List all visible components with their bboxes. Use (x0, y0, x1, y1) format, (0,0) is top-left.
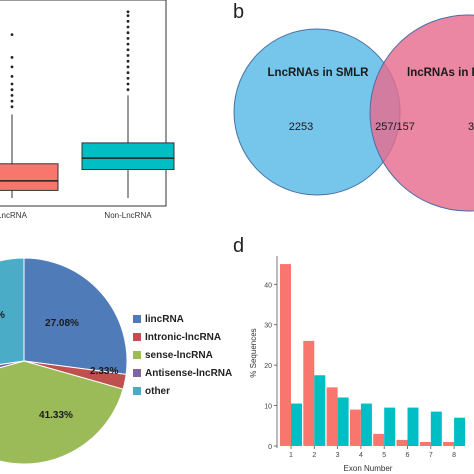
boxplot-outlier (127, 77, 130, 80)
boxplot-outlier (127, 14, 130, 17)
venn-label-right: lncRNAs in F (407, 67, 474, 79)
pie-legend-swatch (133, 315, 141, 323)
pie-legend: lincRNA Intronic-lncRNA sense-lncRNA Antise… (133, 314, 232, 397)
bar-y-tick-label: 30 (264, 323, 272, 330)
boxplot-box (82, 143, 174, 170)
boxplot-x-tick-label: Non-LncRNA (104, 211, 152, 220)
boxplot-outlier (127, 71, 130, 74)
boxplot-outlier (127, 20, 130, 23)
bar-y-tick-label: 40 (264, 282, 272, 289)
panel-a-boxplot: LncRNA Non-LncRNA (0, 0, 174, 220)
pie-legend-swatch (133, 351, 141, 359)
bar-x-tick-label: 8 (452, 452, 456, 459)
venn-set-right (370, 15, 474, 211)
bar (454, 418, 465, 446)
boxplot-outlier (11, 88, 14, 91)
bar-x-tick-label: 1 (289, 452, 293, 459)
bar-y-tick-label: 0 (268, 444, 272, 451)
pie-slice-label: 27.08% (45, 318, 79, 329)
pie-slice-label: 41.33% (39, 410, 73, 421)
bar-x-tick-label: 5 (382, 452, 386, 459)
boxplot-outlier (11, 33, 14, 36)
boxplot-outlier (127, 10, 130, 13)
boxplot-outlier (127, 48, 130, 51)
bar (303, 341, 314, 446)
pie-slice-label: 2.33% (90, 366, 118, 377)
bar-y-axis-label: % Sequences (249, 328, 258, 377)
boxplot-outlier (127, 37, 130, 40)
pie-legend-label: other (145, 386, 170, 397)
bar (350, 410, 361, 446)
panel-b-venn: b LncRNAs in SMLR 2253 lncRNAs in F 257/… (233, 1, 474, 211)
bar (361, 404, 372, 446)
bar (431, 412, 442, 446)
bar-x-axis-label: Exon Number (344, 464, 393, 473)
pie-legend-swatch (133, 369, 141, 377)
bar-y-tick-label: 20 (264, 363, 272, 370)
boxplot-outlier (127, 60, 130, 63)
boxplot-outlier (127, 31, 130, 34)
bar-marks: 0 10 20 30 40 1 2 3 4 5 6 7 8 (264, 256, 465, 459)
panel-letter-b: b (233, 1, 244, 23)
pie-legend-swatch (133, 387, 141, 395)
panel-d-bar: d 0 10 20 30 40 1 2 3 4 5 6 7 8 Exon Number % Sequen… (233, 235, 465, 473)
venn-count-smlr: 2253 (289, 121, 313, 133)
pie-slice (24, 258, 127, 374)
boxplot-outlier (127, 83, 130, 86)
boxplot-outlier (11, 100, 14, 103)
boxplot-outlier (127, 26, 130, 29)
bar (291, 404, 302, 446)
bar (408, 408, 419, 446)
bar (397, 440, 408, 446)
pie-legend-label: sense-lncRNA (145, 350, 213, 361)
boxplot-outlier (11, 75, 14, 78)
pie-slice-label: % (0, 310, 5, 321)
bar (443, 442, 454, 446)
venn-intersection-count: 257/157 (375, 121, 415, 133)
pie-legend-label: Antisense-lncRNA (145, 368, 232, 379)
venn-count-right: 3 (468, 121, 474, 133)
bar-x-tick-label: 4 (359, 452, 363, 459)
bar (420, 442, 431, 446)
pie-marks: 27.08% 2.33% 41.33%% (0, 258, 127, 464)
bar (338, 397, 349, 446)
boxplot-outlier (11, 105, 14, 108)
boxplot-box (0, 164, 58, 191)
bar (373, 434, 384, 446)
panel-c-pie: 27.08% 2.33% 41.33%% lincRNA Intronic-lncRN… (0, 258, 232, 464)
venn-label-smlr: LncRNAs in SMLR (268, 67, 370, 79)
boxplot-outlier (127, 43, 130, 46)
pie-legend-swatch (133, 333, 141, 341)
boxplot-outlier (11, 66, 14, 69)
boxplot-outlier (11, 94, 14, 97)
bar (314, 375, 325, 446)
bar-x-tick-label: 2 (312, 452, 316, 459)
boxplot-outlier (11, 83, 14, 86)
bar (327, 387, 338, 446)
boxplot-outlier (11, 56, 14, 59)
boxplot-outlier (127, 66, 130, 69)
bar-x-tick-label: 7 (429, 452, 433, 459)
panel-letter-d: d (233, 235, 244, 257)
pie-legend-label: lincRNA (145, 314, 184, 325)
pie-legend-label: Intronic-lncRNA (145, 332, 221, 343)
boxplot-outlier (127, 88, 130, 91)
bar-x-tick-label: 3 (336, 452, 340, 459)
bar-x-tick-label: 6 (406, 452, 410, 459)
bar (384, 408, 395, 446)
bar-y-tick-label: 10 (264, 404, 272, 411)
boxplot-outlier (127, 54, 130, 57)
bar (280, 264, 291, 446)
boxplot-x-tick-label: LncRNA (0, 211, 28, 220)
